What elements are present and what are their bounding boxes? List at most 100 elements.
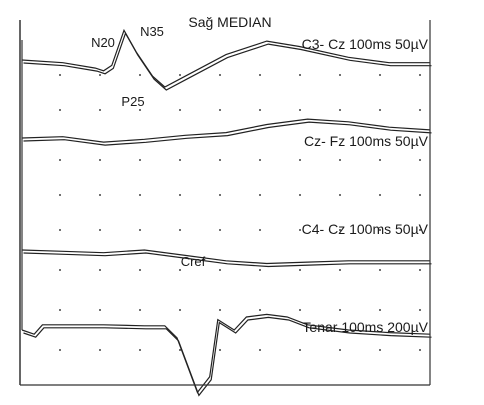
grid-dot bbox=[219, 109, 221, 111]
trace-label-tenar: Tenar 100ms 200µV bbox=[302, 319, 428, 335]
grid-dot bbox=[419, 229, 421, 231]
grid-dot bbox=[259, 159, 261, 161]
trace-line-1-1 bbox=[23, 121, 432, 146]
grid-dot bbox=[379, 194, 381, 196]
trace-label-cz-fz: Cz- Fz 100ms 50µV bbox=[304, 133, 429, 149]
grid-dot bbox=[179, 74, 181, 76]
grid-dot bbox=[179, 109, 181, 111]
trace-line-3-1 bbox=[23, 316, 432, 397]
grid-dot bbox=[299, 74, 301, 76]
trace-line-0-1 bbox=[23, 31, 432, 91]
grid-dot bbox=[219, 229, 221, 231]
traces bbox=[21, 28, 432, 397]
grid-dot bbox=[379, 349, 381, 351]
grid-dot bbox=[99, 269, 101, 271]
grid-dots bbox=[59, 74, 421, 351]
trace-line-2-1 bbox=[23, 252, 432, 268]
grid-dot bbox=[179, 269, 181, 271]
grid-dot bbox=[179, 194, 181, 196]
grid-dot bbox=[99, 159, 101, 161]
grid-dot bbox=[139, 194, 141, 196]
grid-dot bbox=[419, 309, 421, 311]
grid-dot bbox=[99, 109, 101, 111]
grid-dot bbox=[299, 269, 301, 271]
grid-dot bbox=[219, 159, 221, 161]
grid-dot bbox=[179, 159, 181, 161]
grid-dot bbox=[419, 194, 421, 196]
grid-dot bbox=[379, 74, 381, 76]
grid-dot bbox=[59, 109, 61, 111]
grid-dot bbox=[339, 194, 341, 196]
grid-dot bbox=[259, 109, 261, 111]
grid-dot bbox=[259, 229, 261, 231]
grid-dot bbox=[339, 309, 341, 311]
trace-label-c3-cz: C3- Cz 100ms 50µV bbox=[302, 36, 429, 52]
grid-dot bbox=[299, 349, 301, 351]
peak-label-n20: N20 bbox=[91, 35, 115, 50]
grid-dot bbox=[59, 159, 61, 161]
grid-dot bbox=[139, 229, 141, 231]
grid-dot bbox=[339, 269, 341, 271]
grid-dot bbox=[299, 109, 301, 111]
grid-dot bbox=[299, 159, 301, 161]
grid-dot bbox=[139, 269, 141, 271]
grid-dot bbox=[139, 74, 141, 76]
trace-line-2-0 bbox=[21, 249, 430, 265]
grid-dot bbox=[99, 309, 101, 311]
grid-dot bbox=[219, 269, 221, 271]
chart-title: Sağ MEDIAN bbox=[188, 14, 271, 30]
grid-dot bbox=[139, 109, 141, 111]
grid-dot bbox=[139, 349, 141, 351]
grid-dot bbox=[219, 349, 221, 351]
grid-dot bbox=[379, 159, 381, 161]
trace-line-3-0 bbox=[21, 313, 431, 394]
grid-dot bbox=[419, 109, 421, 111]
grid-dot bbox=[259, 269, 261, 271]
grid-dot bbox=[299, 229, 301, 231]
grid-dot bbox=[299, 309, 301, 311]
grid-dot bbox=[99, 194, 101, 196]
grid-dot bbox=[419, 349, 421, 351]
grid-dot bbox=[259, 194, 261, 196]
grid-dot bbox=[59, 74, 61, 76]
trace-line-1-0 bbox=[21, 118, 431, 143]
grid-dot bbox=[419, 159, 421, 161]
grid-dot bbox=[99, 349, 101, 351]
grid-dot bbox=[299, 194, 301, 196]
grid-dot bbox=[339, 109, 341, 111]
grid-dot bbox=[59, 269, 61, 271]
grid-dot bbox=[379, 309, 381, 311]
grid-dot bbox=[379, 269, 381, 271]
grid-dot bbox=[59, 194, 61, 196]
grid-dot bbox=[259, 309, 261, 311]
grid-dot bbox=[59, 349, 61, 351]
grid-dot bbox=[419, 269, 421, 271]
grid-dot bbox=[219, 74, 221, 76]
grid-dot bbox=[339, 159, 341, 161]
grid-dot bbox=[179, 349, 181, 351]
grid-dot bbox=[139, 309, 141, 311]
grid-dot bbox=[179, 309, 181, 311]
peak-label-n35: N35 bbox=[140, 24, 164, 39]
grid-dot bbox=[339, 74, 341, 76]
grid-dot bbox=[59, 309, 61, 311]
grid-dot bbox=[99, 74, 101, 76]
grid-dot bbox=[339, 349, 341, 351]
grid-dot bbox=[59, 229, 61, 231]
grid-dot bbox=[419, 74, 421, 76]
trace-label-c4-cz: C4- Cz 100ms 50µV bbox=[302, 221, 429, 237]
grid-dot bbox=[219, 194, 221, 196]
grid-dot bbox=[259, 349, 261, 351]
grid-dot bbox=[99, 229, 101, 231]
grid-dot bbox=[259, 74, 261, 76]
peak-label-cref: Cref bbox=[181, 254, 206, 269]
trace-line-0-0 bbox=[21, 28, 430, 88]
grid-dot bbox=[219, 309, 221, 311]
grid-dot bbox=[139, 159, 141, 161]
grid-dot bbox=[379, 229, 381, 231]
grid-dot bbox=[179, 229, 181, 231]
grid-dot bbox=[379, 109, 381, 111]
grid-dot bbox=[339, 229, 341, 231]
peak-label-p25: P25 bbox=[121, 94, 144, 109]
